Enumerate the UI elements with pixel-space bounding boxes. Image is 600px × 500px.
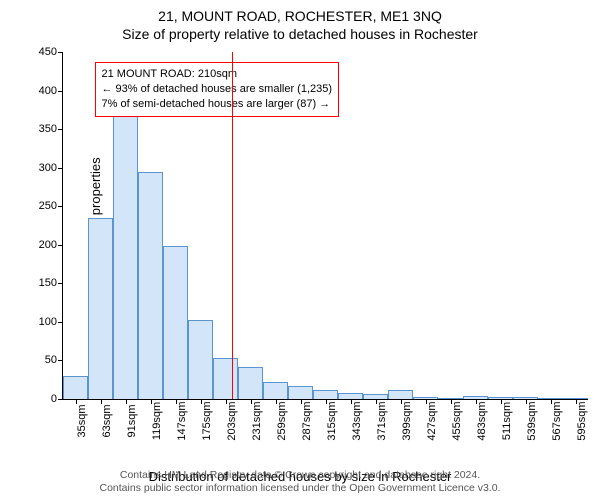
page-subtitle: Size of property relative to detached ho… <box>0 24 600 42</box>
x-tick-label: 483sqm <box>476 401 488 440</box>
x-tick-label: 259sqm <box>276 401 288 440</box>
x-tick-label: 371sqm <box>376 401 388 440</box>
x-tick-label: 539sqm <box>526 401 538 440</box>
y-tick-label: 100 <box>39 316 57 328</box>
y-tick-mark <box>58 360 63 361</box>
y-tick-mark <box>58 283 63 284</box>
x-tick-label: 91sqm <box>126 404 138 437</box>
histogram-bar <box>213 358 238 399</box>
plot-area: 21 MOUNT ROAD: 210sqm← 93% of detached h… <box>62 52 588 400</box>
x-tick-label: 315sqm <box>326 401 338 440</box>
x-tick-label: 63sqm <box>101 404 113 437</box>
annotation-line: 7% of semi-detached houses are larger (8… <box>102 97 333 112</box>
x-tick-label: 35sqm <box>76 404 88 437</box>
histogram-bar <box>163 246 188 399</box>
histogram-bar <box>388 390 413 399</box>
x-tick-label: 595sqm <box>576 401 588 440</box>
footer-line-1: Contains HM Land Registry data © Crown c… <box>0 469 600 483</box>
y-tick-label: 0 <box>51 393 57 405</box>
annotation-box: 21 MOUNT ROAD: 210sqm← 93% of detached h… <box>95 62 340 117</box>
y-tick-label: 400 <box>39 85 57 97</box>
footer-attribution: Contains HM Land Registry data © Crown c… <box>0 469 600 496</box>
x-tick-label: 567sqm <box>551 401 563 440</box>
y-tick-label: 150 <box>39 277 57 289</box>
y-tick-label: 450 <box>39 46 57 58</box>
x-tick-mark <box>126 399 127 404</box>
y-tick-mark <box>58 245 63 246</box>
y-tick-mark <box>58 52 63 53</box>
histogram-bar <box>288 386 313 399</box>
y-tick-mark <box>58 91 63 92</box>
x-tick-label: 119sqm <box>151 402 163 440</box>
annotation-line: ← 93% of detached houses are smaller (1,… <box>102 82 333 97</box>
histogram-bar <box>313 390 338 399</box>
x-tick-label: 147sqm <box>176 401 188 440</box>
y-tick-label: 250 <box>39 200 57 212</box>
y-tick-label: 350 <box>39 123 57 135</box>
chart-container: Number of detached properties 21 MOUNT R… <box>0 46 600 448</box>
histogram-bar <box>63 376 88 399</box>
x-tick-label: 511sqm <box>501 402 513 440</box>
y-tick-mark <box>58 399 63 400</box>
x-tick-label: 455sqm <box>451 401 463 440</box>
y-tick-label: 200 <box>39 239 57 251</box>
footer-line-2: Contains public sector information licen… <box>0 482 600 496</box>
histogram-bar <box>113 115 138 399</box>
page-title: 21, MOUNT ROAD, ROCHESTER, ME1 3NQ <box>0 0 600 24</box>
x-tick-label: 427sqm <box>426 401 438 440</box>
histogram-bar <box>188 320 213 399</box>
x-tick-label: 231sqm <box>251 401 263 440</box>
x-tick-label: 203sqm <box>226 401 238 440</box>
x-tick-label: 399sqm <box>401 401 413 440</box>
histogram-bar <box>138 172 163 399</box>
histogram-bar <box>263 382 288 399</box>
histogram-bar <box>88 218 113 399</box>
y-tick-label: 300 <box>39 162 57 174</box>
reference-line <box>232 52 233 399</box>
y-tick-label: 50 <box>45 354 57 366</box>
x-tick-label: 343sqm <box>351 401 363 440</box>
y-tick-mark <box>58 129 63 130</box>
x-tick-mark <box>76 399 77 404</box>
x-tick-mark <box>101 399 102 404</box>
x-tick-label: 287sqm <box>301 401 313 440</box>
annotation-line: 21 MOUNT ROAD: 210sqm <box>102 67 333 82</box>
y-tick-mark <box>58 168 63 169</box>
y-tick-mark <box>58 206 63 207</box>
y-tick-mark <box>58 322 63 323</box>
histogram-bar <box>238 367 263 399</box>
x-tick-label: 175sqm <box>201 401 213 440</box>
